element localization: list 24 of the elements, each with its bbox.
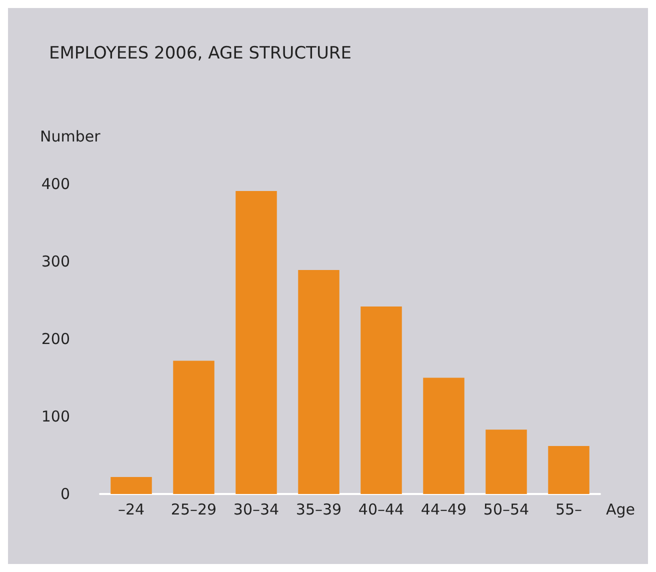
y-tick-label: 100 (41, 408, 70, 426)
x-tick-label: 50–54 (483, 500, 530, 518)
bar (298, 270, 340, 494)
bar (548, 446, 590, 494)
y-tick-label: 0 (60, 485, 70, 503)
x-axis-title: Age (606, 500, 636, 518)
x-tick-label: 40–44 (358, 500, 404, 518)
x-tick-label: 30–34 (233, 500, 280, 518)
bar (236, 190, 277, 494)
bar (110, 476, 152, 494)
y-tick-label: 300 (41, 252, 70, 270)
y-axis-title: Number (40, 128, 102, 146)
bar (486, 430, 527, 494)
x-tick-label: 35–39 (296, 500, 342, 518)
chart-title: EMPLOYEES 2006, AGE STRUCTURE (49, 44, 352, 64)
bar (173, 360, 214, 494)
y-tick-label: 400 (41, 175, 70, 193)
x-tick-label: –24 (118, 500, 145, 518)
x-tick-label: 44–49 (420, 500, 467, 518)
bar (423, 378, 464, 494)
y-tick-label: 200 (41, 330, 70, 348)
bar (360, 306, 402, 494)
x-tick-label: 55– (555, 500, 582, 518)
x-tick-label: 25–29 (170, 500, 217, 518)
